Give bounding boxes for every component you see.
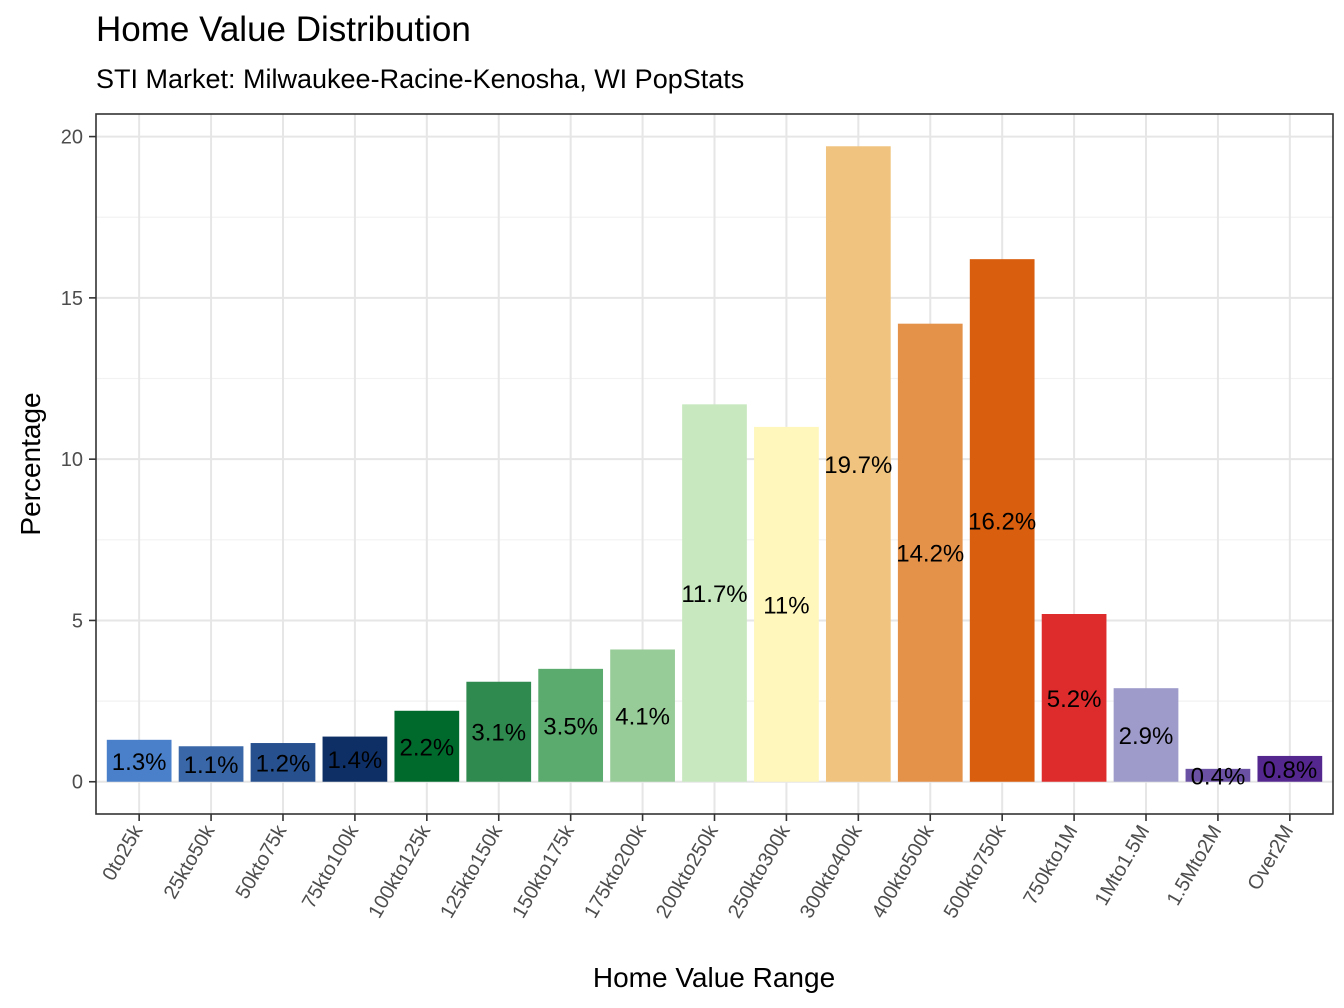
x-tick-label: 300kto400k [796, 821, 867, 922]
x-tick-label: 150kto175k [508, 821, 579, 922]
x-tick-label: 100kto125k [364, 821, 435, 922]
data-label-200kto250k: 11.7% [681, 581, 747, 608]
x-tick-label: 75kto100k [298, 821, 364, 913]
y-axis: 0 5 10 15 20 [61, 127, 96, 794]
bar-75kto100k [322, 736, 388, 782]
data-label-125kto150k: 3.1% [471, 720, 526, 747]
data-label-0to25k: 1.3% [112, 749, 167, 776]
data-label-750kto1M: 5.2% [1047, 686, 1102, 713]
data-label-400kto500k: 14.2% [896, 541, 964, 568]
chart-subtitle: STI Market: Milwaukee-Racine-Kenosha, WI… [96, 64, 745, 94]
data-label-150kto175k: 3.5% [543, 713, 598, 740]
y-tick-label: 15 [61, 288, 83, 310]
bar-25kto50k [178, 746, 244, 782]
data-label-25kto50k: 1.1% [184, 752, 239, 779]
y-tick-label: 5 [72, 610, 83, 632]
y-tick-label: 0 [72, 772, 83, 794]
bar-175kto200k [610, 649, 675, 782]
data-label-500kto750k: 16.2% [968, 508, 1036, 535]
data-label-1Mto1.5M: 2.9% [1119, 723, 1174, 750]
y-tick-label: 20 [61, 127, 83, 149]
bar-1.5Mto2M [1185, 768, 1251, 782]
x-tick-label: 1.5Mto2M [1163, 822, 1227, 910]
x-tick-label: 1Mto1.5M [1091, 822, 1155, 910]
y-tick-label: 10 [61, 449, 83, 471]
x-tick-label: 50kto75k [232, 821, 292, 903]
data-labels: 1.3% 1.1% 1.2% 1.4% 2.2% 3.1% 3.5% 4.1% 11.7% 11%… [112, 452, 1317, 790]
bar-100kto125k [394, 710, 460, 782]
bar-Over2M [1257, 755, 1323, 782]
data-label-175kto200k: 4.1% [615, 704, 670, 731]
x-tick-label: 25kto50k [160, 821, 220, 903]
x-tick-label: 500kto750k [940, 821, 1011, 922]
bar-125kto150k [466, 681, 532, 782]
x-tick-label: 250kto300k [724, 821, 795, 922]
data-label-250kto300k: 11% [763, 592, 809, 619]
data-label-1.5Mto2M: 0.4% [1191, 763, 1246, 790]
bar-200kto250k [682, 404, 747, 782]
data-label-300kto400k: 19.7% [824, 452, 892, 479]
x-tick-label: 175kto200k [580, 821, 651, 922]
x-tick-label: 400kto500k [868, 821, 939, 922]
x-tick-label: 750kto1M [1019, 822, 1082, 909]
x-tick-label: 200kto250k [652, 821, 723, 922]
bar-400kto500k [897, 323, 963, 782]
bar-1Mto1.5M [1113, 688, 1179, 782]
bar-50kto75k [250, 743, 316, 782]
x-axis-title: Home Value Range [593, 962, 835, 993]
chart-title: Home Value Distribution [96, 10, 471, 49]
data-label-100kto125k: 2.2% [399, 734, 454, 761]
x-tick-label: Over2M [1244, 822, 1299, 895]
data-label-75kto100k: 1.4% [328, 747, 383, 774]
bar-150kto175k [538, 668, 604, 782]
data-label-Over2M: 0.8% [1262, 757, 1317, 784]
x-tick-label: 0to25k [98, 821, 148, 885]
bar-250kto300k [754, 426, 819, 782]
bar-500kto750k [969, 259, 1035, 782]
bar-750kto1M [1041, 614, 1107, 782]
x-axis: 0to25k 25kto50k 50kto75k 75kto100k 100kto125… [98, 814, 1298, 922]
data-label-50kto75k: 1.2% [256, 750, 311, 777]
bar-300kto400k [825, 146, 891, 782]
y-axis-title: Percentage [15, 392, 46, 535]
x-tick-label: 125kto150k [436, 821, 507, 922]
bars [106, 146, 1323, 782]
bar-0to25k [106, 739, 172, 782]
